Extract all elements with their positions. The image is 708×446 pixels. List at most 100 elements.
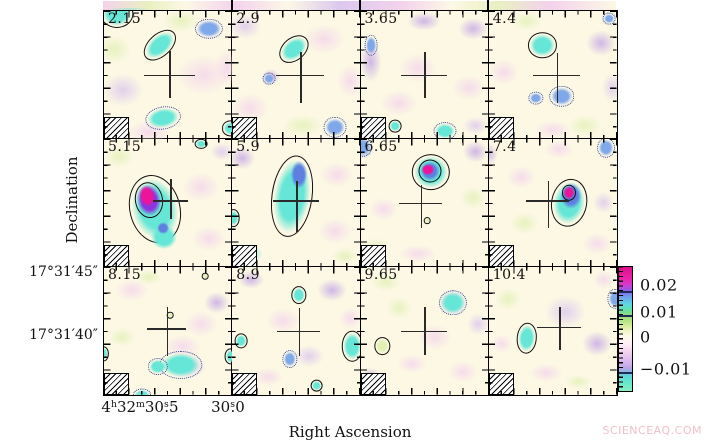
source-cross — [537, 326, 581, 329]
noise-wash — [391, 351, 433, 377]
source-cross — [401, 330, 448, 333]
column-divider — [487, 0, 489, 10]
noise-wash — [392, 47, 444, 89]
velocity-label: 9.65 — [364, 267, 398, 283]
noise-wash — [490, 283, 526, 315]
colorbar-contour-line — [619, 372, 632, 374]
negative-contour-blob — [528, 91, 544, 105]
noise-wash — [373, 85, 425, 121]
noise-wash — [204, 138, 232, 165]
ra-label-part: h — [110, 398, 117, 410]
y-axis-tick-label: 17°31′45″ — [29, 264, 98, 280]
positive-contour-blob — [388, 119, 402, 133]
beam-box — [232, 244, 258, 267]
negative-contour-blob — [133, 388, 152, 395]
positive-contour-blob — [232, 209, 240, 228]
channel-panel-8.9: 8.9 — [231, 266, 362, 396]
noise-wash — [457, 138, 489, 168]
source-cross — [276, 330, 321, 333]
noise-wash — [442, 356, 484, 387]
ra-label-part: 32 — [116, 398, 137, 416]
source-cross — [166, 306, 169, 357]
noise-wash — [457, 113, 489, 139]
velocity-label: 2.9 — [236, 11, 261, 27]
noise-wash — [334, 302, 361, 334]
positive-contour-blob — [201, 272, 209, 280]
channel-panel-7.4: 7.4 — [487, 138, 618, 268]
negative-contour-blob — [438, 289, 467, 316]
noise-wash — [331, 58, 361, 105]
noise-wash — [452, 13, 489, 45]
ra-label-part: . — [230, 398, 236, 416]
channel-panel-3.65: 3.65 — [359, 10, 490, 140]
noise-wash — [527, 116, 579, 139]
negative-contour-blob — [147, 357, 168, 376]
negative-contour-blob — [602, 12, 616, 26]
positive-contour-blob — [528, 32, 557, 59]
colorbar-label: −0.01 — [640, 359, 692, 379]
colorbar-contour-line — [619, 291, 632, 293]
column-divider — [231, 0, 233, 10]
source-cross — [525, 200, 570, 202]
channel-panel-5.9: 5.9 — [231, 138, 362, 268]
y-axis-tick-label: 17°31′40″ — [29, 327, 98, 343]
source-cross — [169, 50, 171, 98]
negative-contour-blob — [262, 72, 276, 85]
noise-wash — [588, 187, 617, 219]
positive-contour-blob — [221, 120, 232, 137]
y-axis-title: Declination — [63, 156, 81, 244]
noise-wash — [260, 302, 307, 339]
source-cross — [533, 74, 580, 77]
noise-wash — [597, 67, 617, 108]
negative-contour-blob — [548, 86, 575, 107]
channel-panel-6.65: 6.65 — [359, 138, 490, 268]
source-cross — [147, 328, 186, 330]
noise-wash — [365, 269, 407, 296]
ra-label-part: 5 — [169, 398, 179, 416]
noise-wash — [488, 54, 525, 91]
colorbar-label: 0.01 — [640, 302, 678, 322]
ra-label-part: m — [136, 398, 145, 410]
emission-core — [289, 159, 308, 191]
x-axis-title: Right Ascension — [288, 423, 412, 441]
source-cross — [424, 306, 426, 356]
noise-wash — [198, 287, 232, 319]
noise-wash — [538, 138, 580, 162]
noise-wash — [446, 69, 489, 106]
positive-contour-blob — [423, 216, 431, 225]
ra-label-part: s — [163, 398, 169, 410]
velocity-label: 8.9 — [236, 267, 261, 283]
beam-box — [104, 244, 129, 267]
velocity-label: 6.65 — [364, 139, 398, 155]
noise-wash — [103, 67, 152, 114]
noise-wash — [504, 207, 545, 239]
x-axis-tick-label: 30s.0 — [163, 398, 293, 416]
noise-wash — [104, 324, 140, 350]
positive-contour-blob — [562, 184, 577, 201]
positive-contour-blob — [291, 286, 307, 304]
noise-wash — [576, 325, 617, 362]
positive-contour-blob — [310, 379, 324, 393]
source-cross — [298, 307, 301, 357]
colorbar-ticks — [619, 267, 623, 391]
negative-contour-blob — [282, 349, 298, 368]
noise-wash — [314, 156, 361, 193]
velocity-label: 8.15 — [108, 267, 142, 283]
colorbar-label: 0 — [640, 327, 651, 347]
beam-box — [232, 372, 258, 395]
positive-contour-blob — [167, 312, 174, 319]
channel-panel-9.65: 9.65 — [359, 266, 490, 396]
negative-contour-blob — [433, 122, 457, 139]
velocity-label: 5.9 — [236, 139, 261, 155]
beam-box — [104, 372, 129, 395]
negative-contour-blob — [597, 138, 616, 159]
noise-wash — [380, 292, 417, 324]
colorbar — [618, 266, 633, 392]
beam-box — [232, 116, 258, 139]
source-cross — [398, 202, 443, 205]
source-cross — [559, 306, 561, 350]
source-cross — [420, 184, 423, 229]
source-cross — [556, 53, 558, 103]
velocity-label: 3.65 — [364, 11, 398, 27]
